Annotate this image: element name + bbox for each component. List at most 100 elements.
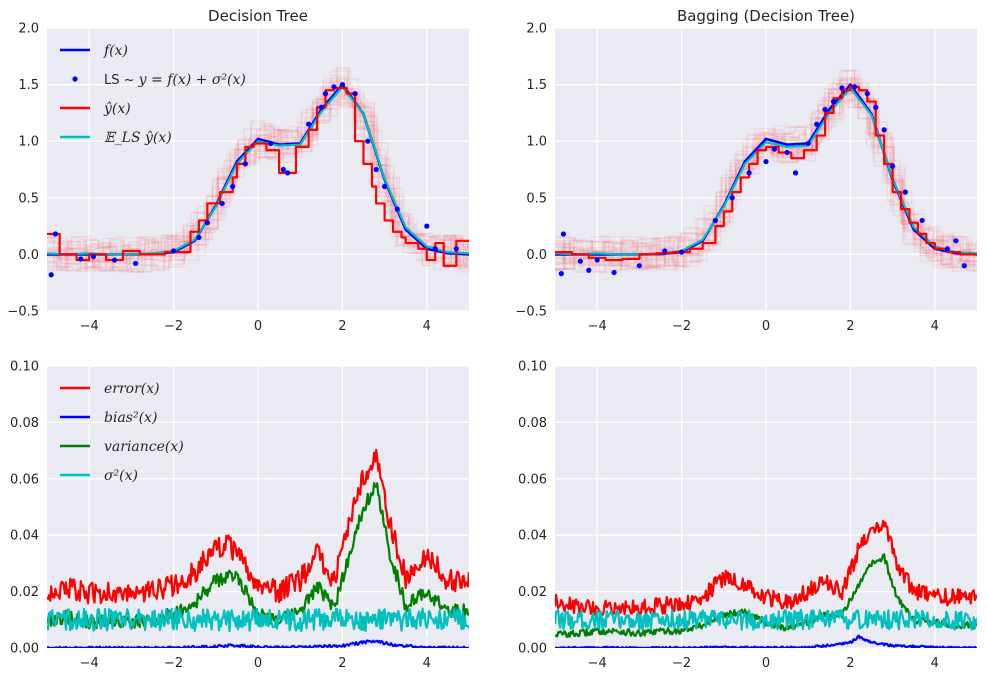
x-tick-label: 4	[423, 656, 431, 671]
ls-data-point	[594, 257, 600, 263]
ls-data-point	[373, 166, 379, 173]
ls-estimate-line	[555, 83, 977, 269]
ls-data-point	[111, 257, 118, 263]
ls-data-point	[679, 249, 685, 255]
ls-data-point	[953, 238, 959, 244]
ls-data-point	[204, 220, 210, 226]
series-bias-x-	[47, 639, 469, 648]
plot-p4: −4 −2 0 2 4 0.00 0.02 0.04 0.06 0.08 0.10	[518, 360, 977, 671]
ls-estimate-line	[47, 66, 469, 272]
ls-data-point	[339, 82, 345, 88]
x-tick-label: −4	[588, 319, 607, 334]
ls-data-point	[814, 121, 820, 127]
legend-label: bias²(x)	[104, 410, 157, 426]
plot-p2: −4 −2 0 2 4 −0.5 0.0 0.5 1.0 1.5 2.0 Bagging (Decis…	[515, 7, 977, 334]
ls-data-point	[78, 256, 84, 262]
y-tick-label: 1.5	[526, 78, 547, 93]
ls-estimate-line	[555, 76, 977, 272]
legend: error(x) bias²(x) variance(x) σ²(x)	[60, 381, 184, 484]
ls-data-point	[242, 161, 248, 167]
ls-data-point	[611, 269, 617, 276]
ls-data-point	[352, 91, 358, 97]
x-tick-label: 4	[931, 319, 939, 334]
ls-data-point	[822, 106, 828, 113]
series-bias-x-	[555, 634, 977, 648]
ls-estimate-line	[555, 74, 977, 271]
x-tick-label: 4	[423, 319, 431, 334]
ls-data-point	[318, 104, 324, 110]
series-y-hat-x-	[47, 86, 469, 267]
ls-data-point	[424, 223, 430, 229]
x-tick-label: 0	[762, 656, 770, 671]
y-tick-label: 0.02	[518, 585, 547, 600]
ls-data-point	[919, 217, 925, 224]
y-tick-label: −0.5	[515, 305, 547, 320]
ls-data-point	[230, 183, 236, 190]
ls-data-point	[771, 146, 778, 152]
ls-data-point	[171, 248, 177, 254]
ls-data-point	[52, 231, 59, 237]
plot-title: Bagging (Decision Tree)	[677, 7, 855, 25]
x-tick-label: −2	[164, 656, 183, 671]
ls-estimate-line	[47, 70, 469, 273]
x-tick-label: 4	[931, 656, 939, 671]
ls-data-point	[90, 254, 97, 260]
ls-estimate-line	[555, 85, 977, 268]
legend-label: σ²(x)	[104, 468, 138, 484]
ls-data-point	[746, 170, 752, 176]
y-tick-label: 0.00	[10, 642, 39, 657]
legend: f(x) LS ~ y = f(x) + σ²(x) ŷ(x) 𝔼_LS ŷ(x)	[60, 43, 246, 146]
legend-label: variance(x)	[104, 439, 184, 455]
ls-data-point	[784, 149, 790, 156]
series-variance-x-	[555, 553, 977, 638]
y-tick-label: 0.00	[518, 642, 547, 657]
legend-label: error(x)	[104, 381, 160, 397]
series--x-	[47, 607, 469, 633]
plot-p1: −4 −2 0 2 4 −0.5 0.0 0.5 1.0 1.5 2.0 Decision Tree f…	[7, 7, 469, 334]
ls-data-point	[453, 246, 459, 252]
ls-estimate-line	[47, 81, 469, 272]
y-tick-label: 0.02	[10, 585, 39, 600]
ls-data-point	[852, 84, 858, 90]
x-tick-label: 2	[338, 656, 346, 671]
series-error-x-	[555, 519, 977, 618]
series-e-ls-y-hat-x-	[555, 86, 977, 256]
plot-title: Decision Tree	[208, 7, 308, 25]
x-tick-label: 0	[254, 319, 262, 334]
y-tick-label: 1.0	[18, 135, 39, 150]
ls-estimate-line	[555, 78, 977, 274]
legend-label: ŷ(x)	[103, 100, 131, 117]
legend-label: f(x)	[103, 43, 128, 59]
ls-data-point	[382, 183, 388, 190]
y-tick-label: 0.08	[518, 416, 547, 431]
x-tick-label: −4	[80, 319, 99, 334]
ls-data-point	[365, 138, 371, 144]
y-tick-label: 0.5	[526, 191, 547, 206]
plot-body	[555, 69, 977, 277]
ls-data-point	[268, 140, 274, 147]
ls-data-point	[133, 260, 139, 267]
y-tick-label: 1.0	[526, 135, 547, 150]
y-tick-label: 0.08	[10, 416, 39, 431]
series-y-hat-x-	[555, 85, 977, 262]
y-tick-label: 0.06	[10, 472, 39, 487]
ls-data-point	[560, 231, 567, 237]
ls-estimate-line	[47, 93, 469, 268]
x-tick-label: 2	[846, 319, 854, 334]
y-tick-label: 0.0	[526, 248, 547, 263]
ls-estimate-line	[47, 79, 469, 272]
x-tick-label: −2	[164, 319, 183, 334]
ls-data-point	[280, 166, 286, 173]
ls-estimate-line	[555, 77, 977, 268]
ls-data-point	[636, 263, 643, 269]
y-tick-label: 2.0	[18, 22, 39, 37]
x-tick-label: −2	[672, 319, 691, 334]
ls-data-point	[577, 258, 583, 264]
plot-body	[555, 519, 977, 648]
ls-estimate-line	[47, 80, 469, 271]
ls-data-point	[306, 121, 312, 127]
ls-data-point	[902, 189, 908, 195]
ls-data-point	[729, 195, 735, 201]
y-tick-label: 0.5	[18, 191, 39, 206]
ls-data-point	[394, 206, 400, 212]
